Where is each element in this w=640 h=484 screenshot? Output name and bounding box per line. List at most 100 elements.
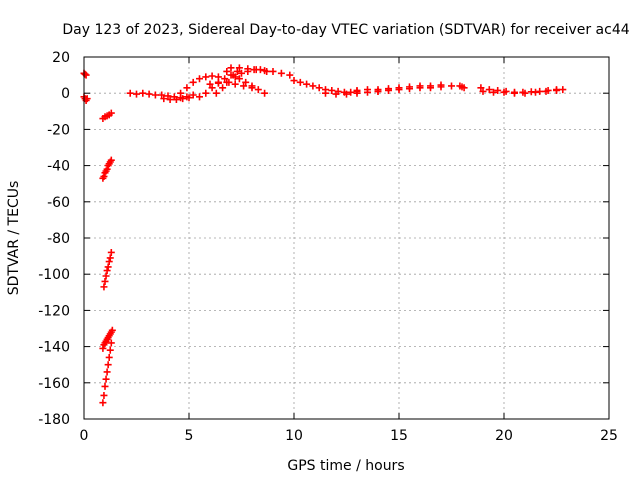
data-point [536,87,544,95]
series-start-low [80,93,91,104]
data-point [101,277,109,285]
data-point [460,84,468,92]
data-point [364,86,371,94]
x-tick-label: 10 [285,428,303,444]
data-point [189,78,197,86]
data-point [221,75,229,83]
series-arc-6 [206,78,256,92]
data-point [238,69,245,77]
series-evening-2 [479,86,560,97]
series-morning [126,89,197,102]
x-tick-label: 0 [80,428,89,444]
data-point [102,272,110,280]
data-point [490,88,497,96]
data-point [166,96,174,104]
data-point [385,86,392,94]
data-point [104,361,112,369]
series-drop-5 [99,339,115,407]
data-point [99,344,107,352]
data-point [107,156,115,164]
data-point [99,399,107,407]
data-point [212,89,220,97]
data-point [296,78,304,86]
series-morning-low [160,94,193,104]
data-point [102,375,110,383]
data-point [353,86,361,94]
y-tick-label: -60 [47,195,70,211]
series-drop-4 [99,326,116,352]
y-tick-label: -180 [38,412,70,428]
y-tick-label: -140 [38,340,70,356]
data-point [179,95,187,103]
data-point [172,96,180,104]
data-point [104,263,112,271]
y-tick-label: -40 [47,159,70,175]
data-point [332,90,340,98]
data-point [107,339,115,347]
data-point [261,89,269,97]
series-drop-3 [100,248,115,291]
grid-layer [84,57,609,419]
tick-layer: 0 5 10 15 20 25 20 0 -20 -40 -60 -80 -100 -120 -140 -16… [38,50,618,444]
data-point [416,84,424,92]
x-axis-label: GPS time / hours [287,458,404,474]
data-point [511,89,518,97]
data-point [252,66,260,74]
x-tick-label: 20 [495,428,513,444]
data-point [145,90,153,98]
data-point [500,88,508,96]
data-point [286,71,294,79]
data-point [309,82,317,90]
data-point [107,248,115,256]
y-tick-label: -20 [47,122,70,138]
data-point [103,267,111,275]
data-point [107,109,115,117]
data-point [126,89,134,97]
data-point [81,70,89,78]
data-point [100,172,108,180]
data-point [485,86,493,94]
data-point [206,80,214,88]
data-point [315,84,323,92]
data-point [83,95,91,103]
data-point [227,64,235,72]
data-point [160,95,168,103]
data-point [290,77,298,85]
series-evening [477,84,567,96]
x-tick-label: 25 [600,428,618,444]
series-afternoon-2 [374,83,445,95]
data-point [151,91,159,99]
data-point [240,82,248,90]
data-point [185,94,193,102]
data-point [106,254,114,262]
data-point [261,67,269,75]
data-point [303,80,311,88]
y-tick-label: -100 [38,267,70,283]
data-point [164,92,172,100]
y-tick-label: -120 [38,303,70,319]
data-point [100,283,108,291]
data-point [177,89,185,97]
data-point [158,91,166,99]
data-point [100,391,108,399]
x-tick-label: 15 [390,428,408,444]
data-point [108,326,116,334]
data-point [521,89,529,97]
data-point [219,84,227,92]
data-point [208,84,216,92]
series-late-18 [456,82,468,92]
data-point [105,353,113,361]
data-point [196,75,203,83]
data-point [133,90,140,98]
data-point [542,87,550,95]
data-point [229,71,237,79]
data-point [235,75,243,83]
series-drop-2 [99,156,115,182]
data-point [214,79,222,87]
data-point [139,89,147,97]
data-point [395,86,403,94]
data-point [105,258,113,266]
data-point [103,165,111,173]
data-point [477,84,485,92]
data-point [231,80,239,88]
